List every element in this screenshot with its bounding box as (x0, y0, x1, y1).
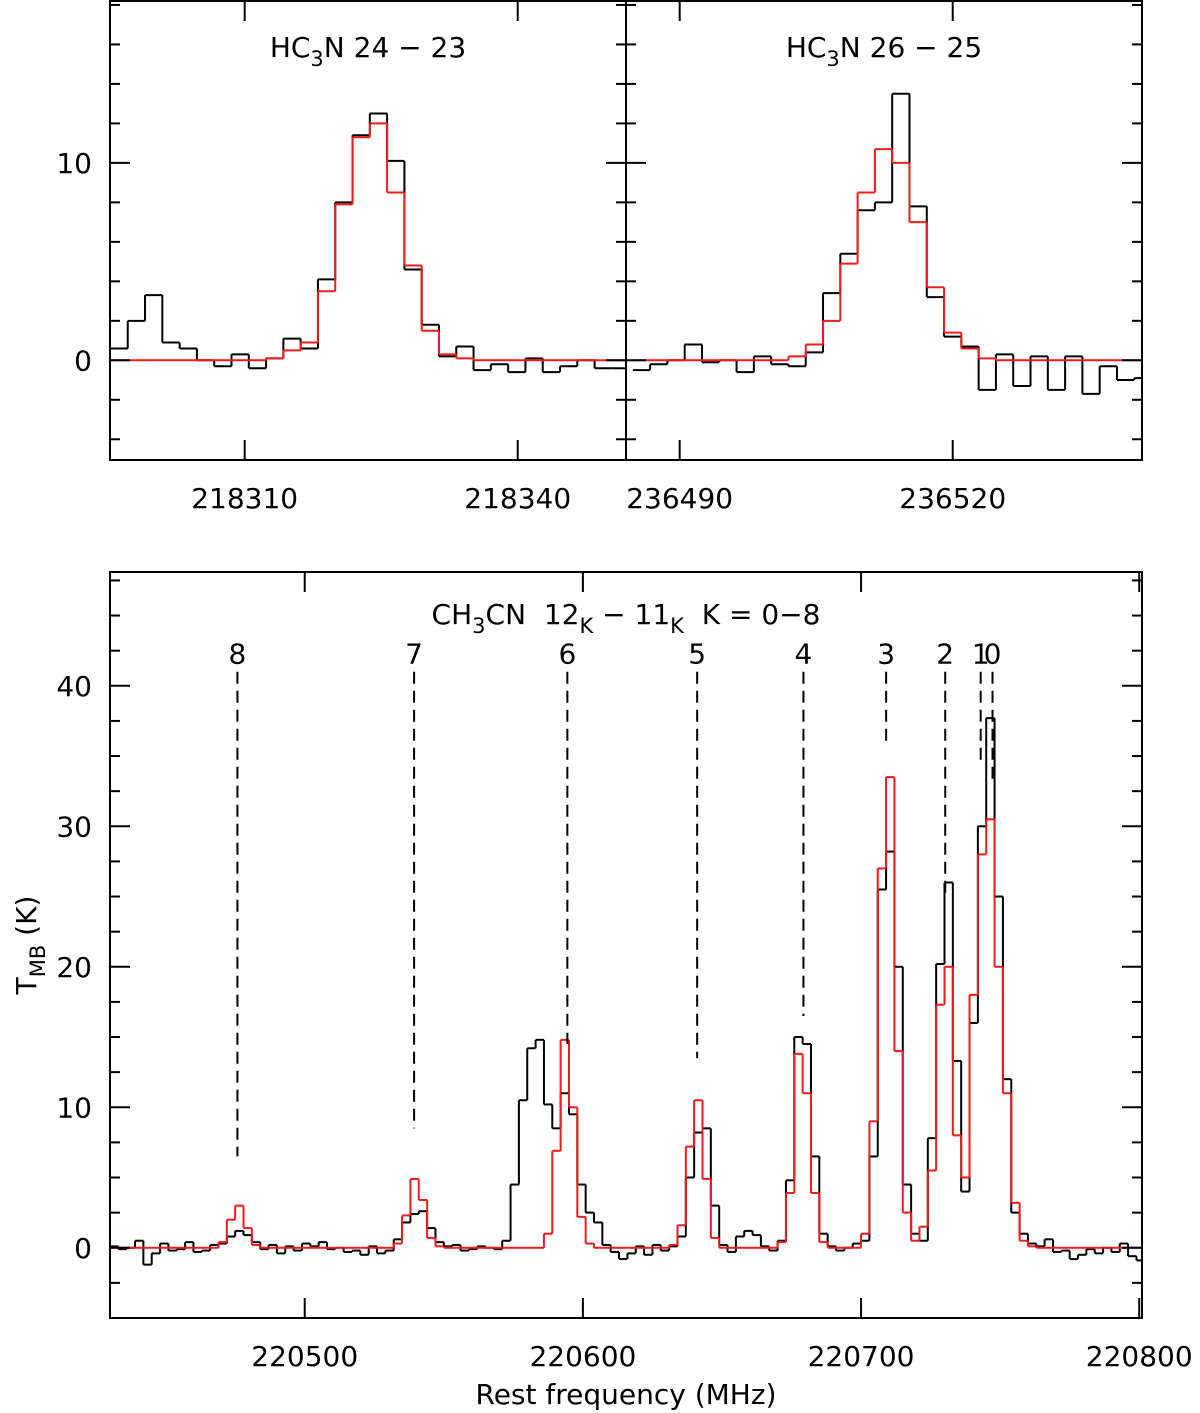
text-part: (K) (10, 896, 43, 945)
line-marker-label: 4 (795, 638, 813, 671)
y-tick-label: 0 (74, 1232, 92, 1265)
subscript: 3 (826, 47, 839, 71)
spectrum-risers (649, 93, 1136, 394)
text-part: HC (786, 31, 827, 64)
axes-frame (109, 0, 627, 461)
line-marker-label: 1 (972, 638, 990, 671)
line-marker-label: 8 (229, 638, 247, 671)
x-tick-label: 220700 (808, 1340, 915, 1373)
line-marker-label: 3 (877, 638, 895, 671)
spectrum-risers (117, 718, 1138, 1265)
text-part: HC (270, 31, 311, 64)
x-tick-label: 236520 (899, 482, 1006, 515)
panel-title: CH3CN 12K − 11K K = 0−8 (432, 598, 821, 638)
spectrum-risers (217, 777, 1038, 1248)
y-tick-label: 30 (56, 810, 92, 843)
plot-area (110, 112, 626, 374)
x-tick-label: 218340 (464, 482, 571, 515)
y-tick-label: 40 (56, 670, 92, 703)
spectrum-risers (126, 113, 596, 373)
x-tick-label: 220800 (1086, 1340, 1193, 1373)
x-tick-label: 218310 (191, 482, 298, 515)
line-marker-label: 2 (936, 638, 954, 671)
subscript: 3 (472, 614, 485, 638)
y-tick-label: 10 (56, 1091, 92, 1124)
line-marker-label: 6 (558, 638, 576, 671)
y-tick-label: 0 (74, 344, 92, 377)
line-marker-label: 0 (984, 638, 1002, 671)
spectrum-risers (787, 149, 997, 361)
subscript: K (670, 614, 685, 638)
text-part: CH (432, 598, 473, 631)
text-part: CN 12 (486, 598, 580, 631)
y-tick-label: 10 (56, 147, 92, 180)
x-tick-label: 220500 (251, 1340, 358, 1373)
axes-frame (625, 0, 1143, 461)
y-axis-label: TMB (K) (10, 896, 50, 996)
line-marker-label: 7 (405, 638, 423, 671)
plot-area (632, 92, 1142, 395)
text-part: N 24 − 23 (324, 31, 466, 64)
text-part: − 11 (593, 598, 670, 631)
axes-frame (109, 571, 1143, 1319)
panel-title: HC3N 24 − 23 (270, 31, 466, 71)
x-axis-label: Rest frequency (MHz) (476, 1378, 777, 1411)
spectrum-risers (265, 123, 475, 361)
plot-area (110, 717, 1142, 1266)
subscript: 3 (310, 47, 323, 71)
y-tick-label: 20 (56, 951, 92, 984)
text-part: N 26 − 25 (840, 31, 982, 64)
text-part: T (10, 976, 43, 995)
text-part: K = 0−8 (684, 598, 821, 631)
subscript: MB (26, 945, 50, 978)
line-marker-label: 5 (688, 638, 706, 671)
panel-title: HC3N 26 − 25 (786, 31, 982, 71)
x-tick-label: 236490 (626, 482, 733, 515)
subscript: K (579, 614, 594, 638)
x-tick-label: 220600 (529, 1340, 636, 1373)
